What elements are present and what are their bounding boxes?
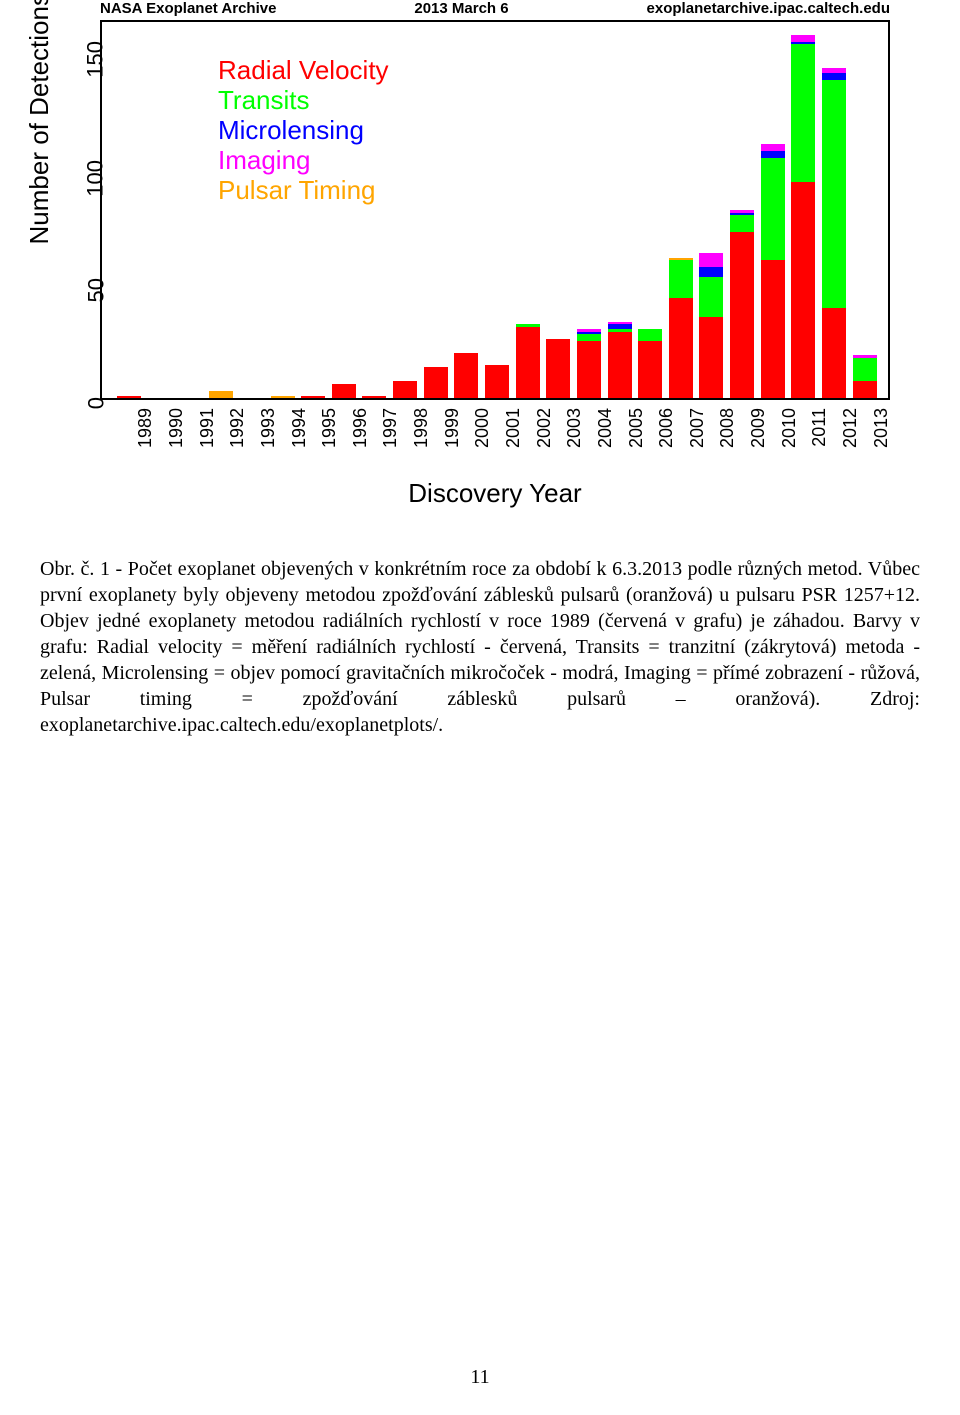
bar-segment-microlensing [608,324,632,329]
x-tick-label: 2004 [595,408,616,448]
x-tick-label: 1991 [197,408,218,448]
bar-segment-transits [577,334,601,341]
bar-segment-radial-velocity [608,332,632,399]
bar-segment-transits [608,329,632,331]
header-mid: 2013 March 6 [414,0,508,17]
x-tick-label: 2010 [779,408,800,448]
x-ticks: 1989 1990 1991 1992 1993 1994 1995 1996 1997 1998… [100,404,890,474]
header-right: exoplanetarchive.ipac.caltech.edu [647,0,890,17]
bar-segment-imaging [608,322,632,324]
y-ticks: 050100150 [64,20,98,400]
bar-segment-transits [761,158,785,260]
bar-segment-imaging [730,210,754,212]
bar-segment-imaging [791,35,815,42]
bar-segment-imaging [577,329,601,331]
bar-segment-transits [853,358,877,382]
bar-segment-transits [699,277,723,317]
bar-segment-radial-velocity [822,308,846,398]
bar-segment-radial-velocity [699,317,723,398]
bar-segment-transits [638,329,662,341]
bar-segment-microlensing [761,151,785,158]
bar-segment-pulsar-timing [209,391,233,398]
exoplanet-chart: NASA Exoplanet Archive 2013 March 6 exop… [24,0,936,520]
bar-segment-transits [730,215,754,232]
x-tick-label: 2011 [809,408,830,447]
x-tick-label: 1992 [227,408,248,448]
bar-segment-radial-velocity [424,367,448,398]
bar-segment-radial-velocity [791,182,815,398]
x-tick-label: 2002 [534,408,555,448]
bar-segment-radial-velocity [362,396,386,398]
x-tick-label: 2001 [503,408,524,448]
x-tick-label: 1998 [411,408,432,448]
x-tick-label: 2005 [626,408,647,448]
bar-segment-radial-velocity [638,341,662,398]
bar-segment-radial-velocity [393,381,417,398]
x-tick-label: 1990 [166,408,187,448]
x-tick-label: 2008 [717,408,738,448]
bar-segment-radial-velocity [853,381,877,398]
bar-segment-imaging [699,253,723,267]
x-tick-label: 1993 [258,408,279,448]
bar-segment-radial-velocity [761,260,785,398]
bar-segment-transits [791,44,815,182]
x-tick-label: 2007 [687,408,708,448]
chart-header: NASA Exoplanet Archive 2013 March 6 exop… [100,0,890,17]
bar-segment-imaging [853,355,877,357]
x-tick-label: 2000 [472,408,493,448]
x-tick-label: 1999 [442,408,463,448]
y-axis-label: Number of Detections [24,0,55,245]
plot-area: Radial VelocityTransitsMicrolensingImagi… [100,20,890,400]
bar-segment-radial-velocity [332,384,356,398]
x-tick-label: 1997 [380,408,401,448]
bar-segment-microlensing [577,332,601,334]
bar-segment-radial-velocity [485,365,509,398]
x-tick-label: 2003 [564,408,585,448]
bar-segment-radial-velocity [546,339,570,398]
bar-segment-microlensing [699,267,723,277]
bar-segment-imaging [822,68,846,73]
bar-segment-radial-velocity [577,341,601,398]
x-tick-label: 1995 [319,408,340,448]
bar-segment-radial-velocity [730,232,754,398]
page: NASA Exoplanet Archive 2013 March 6 exop… [0,0,960,1415]
figure-caption: Obr. č. 1 - Počet exoplanet objevených v… [40,556,920,738]
bar-segment-microlensing [730,213,754,215]
bar-segment-microlensing [822,73,846,80]
bar-segment-radial-velocity [516,327,540,398]
x-tick-label: 1989 [135,408,156,448]
x-tick-label: 1996 [350,408,371,448]
bar-segment-radial-velocity [669,298,693,398]
page-number: 11 [0,1366,960,1389]
bar-segment-transits [669,260,693,298]
bar-segment-radial-velocity [301,396,325,398]
bar-segment-imaging [761,144,785,151]
x-tick-label: 1994 [289,408,310,448]
x-tick-label: 2013 [871,408,892,448]
x-tick-label: 2006 [656,408,677,448]
x-axis-label: Discovery Year [100,478,890,509]
x-tick-label: 2012 [840,408,861,448]
bar-segment-pulsar-timing [669,258,693,260]
bar-segment-transits [516,324,540,326]
x-tick-label: 2009 [748,408,769,448]
bar-stacks [102,22,888,398]
bar-segment-microlensing [791,42,815,44]
bar-segment-transits [822,80,846,308]
bar-segment-pulsar-timing [271,396,295,398]
header-left: NASA Exoplanet Archive [100,0,276,17]
bar-segment-radial-velocity [117,396,141,398]
bar-segment-radial-velocity [454,353,478,398]
